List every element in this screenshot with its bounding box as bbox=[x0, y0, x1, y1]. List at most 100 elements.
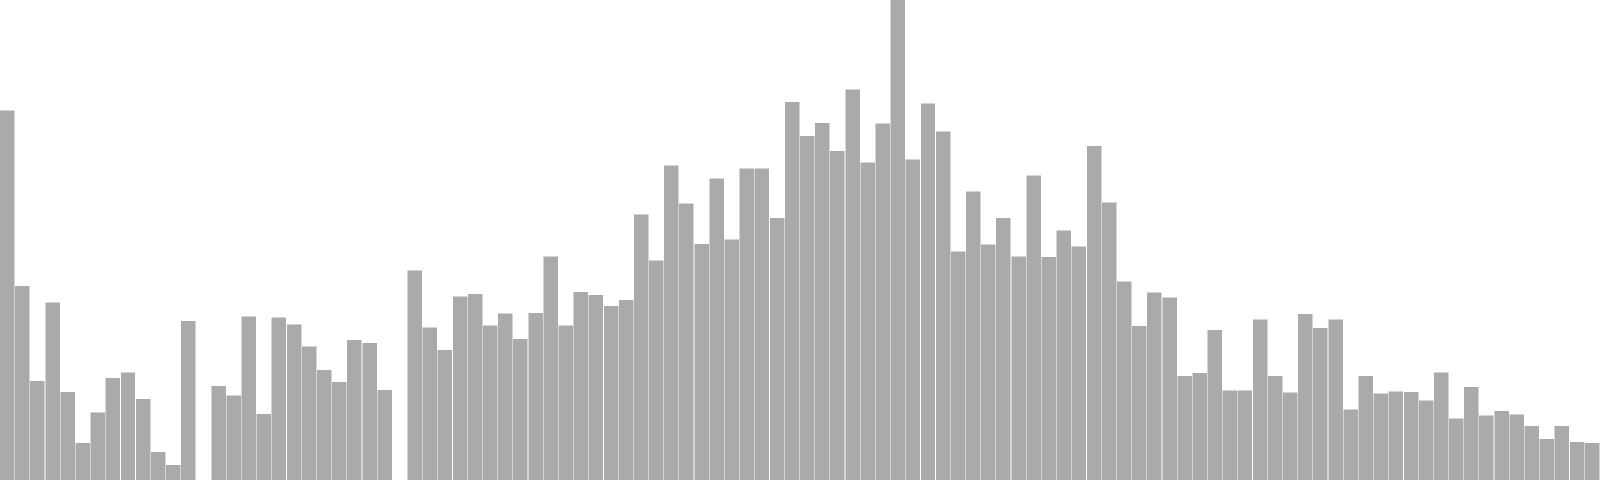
bar-34 bbox=[513, 338, 528, 480]
bar-33 bbox=[498, 313, 513, 480]
bar-29 bbox=[437, 349, 453, 480]
bar-90 bbox=[1358, 375, 1373, 480]
bar-14 bbox=[211, 385, 226, 480]
bar-1 bbox=[15, 286, 30, 480]
bar-67 bbox=[1011, 256, 1026, 480]
bar-20 bbox=[301, 346, 317, 480]
bar-58 bbox=[875, 123, 890, 480]
bar-21 bbox=[316, 370, 332, 480]
bar-98 bbox=[1479, 415, 1494, 480]
bar-105 bbox=[1584, 443, 1600, 480]
bar-72 bbox=[1086, 145, 1102, 480]
bar-68 bbox=[1026, 175, 1041, 480]
bar-63 bbox=[950, 251, 966, 480]
bar-96 bbox=[1449, 418, 1464, 480]
bar-84 bbox=[1267, 375, 1283, 480]
bar-32 bbox=[483, 325, 498, 480]
bar-89 bbox=[1343, 409, 1358, 480]
bar-12 bbox=[181, 321, 196, 480]
bar-5 bbox=[75, 443, 90, 480]
bar-60 bbox=[905, 159, 921, 480]
bar-17 bbox=[256, 414, 272, 480]
bar-73 bbox=[1101, 202, 1117, 480]
bar-93 bbox=[1403, 392, 1419, 480]
bar-6 bbox=[90, 412, 106, 480]
bar-9 bbox=[135, 398, 151, 480]
bar-70 bbox=[1056, 230, 1072, 480]
bar-52 bbox=[784, 102, 800, 480]
bar-36 bbox=[543, 256, 558, 480]
bar-31 bbox=[467, 293, 483, 480]
bar-7 bbox=[105, 377, 121, 480]
bar-66 bbox=[996, 217, 1011, 480]
bar-38 bbox=[573, 291, 589, 480]
bar-61 bbox=[920, 103, 936, 480]
bar-42 bbox=[633, 214, 649, 480]
bar-27 bbox=[407, 270, 423, 480]
bar-44 bbox=[664, 165, 679, 480]
bar-79 bbox=[1192, 372, 1207, 480]
bar-25 bbox=[377, 390, 392, 480]
bar-74 bbox=[1116, 281, 1132, 480]
bar-49 bbox=[739, 168, 755, 480]
bar-91 bbox=[1373, 393, 1389, 480]
bar-80 bbox=[1207, 330, 1223, 480]
bar-102 bbox=[1539, 439, 1555, 480]
bar-50 bbox=[754, 168, 770, 480]
bar-76 bbox=[1147, 292, 1162, 480]
bar-54 bbox=[815, 122, 830, 480]
bar-57 bbox=[860, 162, 875, 480]
bar-39 bbox=[588, 295, 604, 480]
bar-77 bbox=[1162, 297, 1177, 480]
bar-11 bbox=[166, 465, 181, 480]
bar-56 bbox=[845, 89, 860, 480]
bar-19 bbox=[286, 324, 302, 480]
bar-46 bbox=[694, 243, 709, 480]
bar-64 bbox=[966, 191, 981, 480]
bar-62 bbox=[935, 131, 951, 480]
bar-78 bbox=[1177, 375, 1192, 480]
bar-41 bbox=[618, 300, 634, 480]
bar-43 bbox=[649, 260, 664, 480]
bar-55 bbox=[830, 151, 845, 480]
bar-37 bbox=[558, 325, 573, 480]
bar-8 bbox=[120, 372, 136, 480]
bar-40 bbox=[603, 305, 619, 480]
bar-4 bbox=[60, 392, 75, 480]
bar-85 bbox=[1283, 392, 1298, 480]
bar-104 bbox=[1569, 442, 1585, 480]
bar-97 bbox=[1464, 386, 1479, 480]
bar-99 bbox=[1494, 410, 1509, 480]
bar-81 bbox=[1222, 390, 1238, 480]
bar-82 bbox=[1237, 390, 1253, 480]
bar-103 bbox=[1554, 426, 1570, 480]
bar-28 bbox=[422, 327, 438, 480]
bar-95 bbox=[1433, 372, 1449, 480]
bar-35 bbox=[528, 312, 543, 480]
bar-24 bbox=[362, 343, 377, 480]
bar-30 bbox=[452, 296, 468, 480]
bar-45 bbox=[679, 203, 694, 480]
bar-15 bbox=[226, 395, 241, 480]
bar-16 bbox=[241, 316, 257, 480]
bar-22 bbox=[332, 382, 347, 480]
bar-94 bbox=[1418, 400, 1434, 480]
bar-53 bbox=[800, 135, 815, 480]
bar-3 bbox=[45, 302, 60, 480]
bar-69 bbox=[1041, 256, 1057, 480]
bar-48 bbox=[724, 239, 740, 480]
bar-51 bbox=[769, 217, 785, 480]
bar-0 bbox=[0, 110, 15, 480]
bar-75 bbox=[1132, 325, 1147, 480]
bar-18 bbox=[271, 317, 287, 480]
bar-2 bbox=[30, 381, 45, 480]
bar-92 bbox=[1388, 391, 1404, 480]
bar-71 bbox=[1071, 246, 1087, 480]
bar-65 bbox=[981, 244, 996, 480]
bar-47 bbox=[709, 178, 724, 480]
bar-100 bbox=[1509, 414, 1524, 480]
bar-86 bbox=[1298, 313, 1313, 480]
